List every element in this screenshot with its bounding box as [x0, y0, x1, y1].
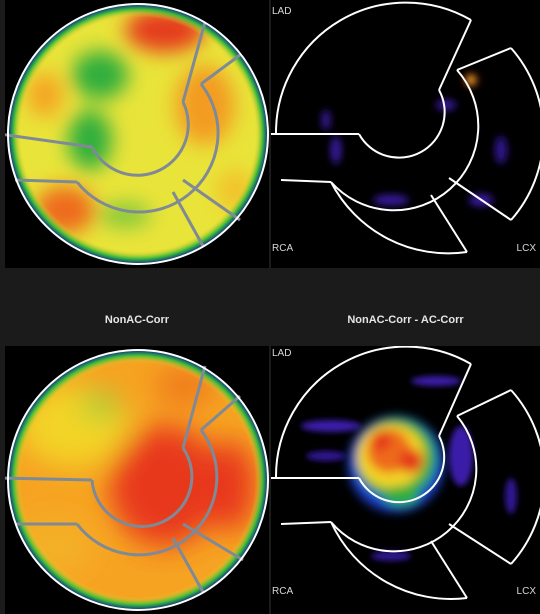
bullseye-top-right — [271, 1, 540, 255]
lad-label-bottom: LAD — [272, 348, 292, 359]
lcx-label-bottom: LCX — [516, 586, 536, 597]
caption-left: NonAC-Corr — [104, 314, 170, 326]
segment-dividers-top-left — [5, 21, 241, 247]
defect-region — [348, 416, 444, 512]
segment-dividers-bottom-left — [5, 365, 244, 593]
polar-map-top-right: LAD RCA LCX — [271, 0, 540, 268]
segment-dividers-bottom-right — [271, 346, 540, 600]
bullseye-top-left — [5, 3, 269, 265]
polar-map-bottom-right: LAD RCA LCX — [271, 346, 540, 614]
rca-label: RCA — [272, 243, 294, 254]
rca-label-bottom: RCA — [272, 586, 294, 597]
bullseye-bottom-right — [271, 346, 540, 600]
caption-right: NonAC-Corr - AC-Corr — [347, 314, 464, 326]
polar-map-top-left — [5, 0, 269, 268]
polar-map-bottom-left — [5, 346, 269, 614]
lad-label: LAD — [272, 6, 292, 17]
lcx-label: LCX — [516, 243, 536, 254]
segment-dividers-top-right — [271, 1, 540, 255]
bullseye-bottom-left — [5, 349, 269, 611]
